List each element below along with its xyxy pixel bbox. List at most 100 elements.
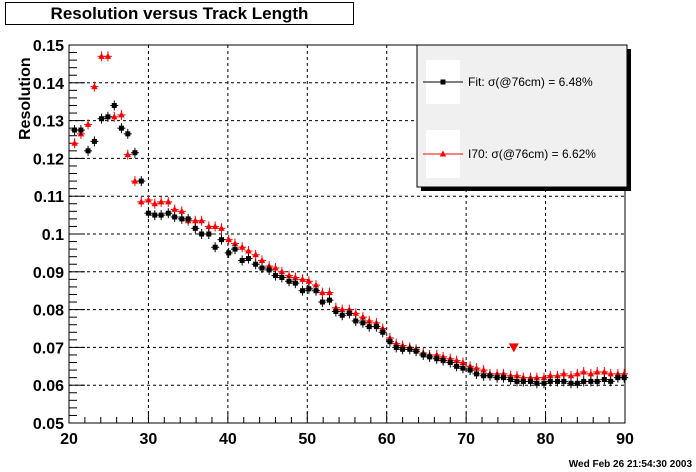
data-point [104,52,112,59]
data-point [300,288,306,294]
data-point [226,250,232,256]
data-point [84,120,92,127]
data-point [594,378,600,384]
data-point [319,289,326,296]
data-point [125,131,131,137]
data-point [380,329,386,335]
data-point [99,116,105,122]
series-fit [70,100,629,389]
data-point [286,278,292,284]
data-point [520,378,526,384]
data-point [111,113,118,120]
data-point [459,359,467,366]
data-point [118,111,125,118]
data-point [272,264,279,271]
data-point [580,368,587,375]
data-point [171,205,178,212]
y-tick-label: 0.06 [33,378,64,395]
data-point [151,200,158,207]
y-tick-label: 0.14 [33,76,64,93]
data-point [352,309,359,316]
chart-title: Resolution versus Track Length [5,2,354,25]
data-point [473,371,479,377]
data-point [198,217,205,224]
data-point [574,370,581,377]
data-point [527,378,533,384]
data-point [353,318,359,324]
data-point [615,375,621,381]
x-axis-tick-labels: 20 30 40 50 60 70 80 90 [60,431,634,448]
data-point [158,212,164,218]
data-point [313,288,319,294]
data-point [460,365,466,371]
x-tick-label: 90 [616,431,634,448]
data-point [413,348,419,354]
data-point [299,275,306,282]
data-point [138,198,145,205]
data-point [292,280,298,286]
data-point [481,373,487,379]
data-point [118,125,124,131]
data-point [85,148,91,154]
data-point [540,374,548,381]
data-point [157,198,165,205]
data-point [145,196,152,203]
data-point [454,363,460,369]
y-tick-label: 0.09 [33,265,64,282]
data-point [594,368,601,375]
data-point [480,366,487,373]
data-point [366,324,372,330]
legend: Fit: σ(@76cm) = 6.48% I70: σ(@76cm) = 6.6… [416,44,631,191]
x-tick-label: 20 [60,431,78,448]
data-point [514,378,520,384]
data-point [91,83,98,90]
data-point [554,372,561,379]
y-tick-label: 0.12 [33,151,64,168]
data-point [246,256,252,262]
data-point [105,114,111,120]
data-point [212,244,218,250]
axis-ticks [68,44,626,424]
data-point [588,378,594,384]
data-point [78,127,84,133]
data-point [366,317,373,324]
data-point [427,354,433,360]
data-point [279,274,285,280]
data-point [238,243,246,250]
y-tick-label: 0.13 [33,114,64,131]
y-tick-label: 0.07 [33,340,64,357]
data-point [434,356,440,362]
legend-marker [440,79,446,85]
data-point [581,378,587,384]
data-point [513,372,521,379]
data-point [400,346,406,352]
y-tick-label: 0.1 [42,227,64,244]
legend-marker [439,150,447,157]
legend-label: I70: σ(@76cm) = 6.62% [468,147,596,161]
data-point [554,378,560,384]
data-point [71,139,78,146]
data-point [607,370,614,377]
data-point [211,222,219,229]
x-tick-label: 80 [537,431,555,448]
data-point [178,207,185,214]
data-point [373,324,379,330]
data-point [185,216,191,222]
data-point [132,150,138,156]
timestamp: Wed Feb 26 21:54:30 2003 [568,459,692,470]
data-point [568,380,574,386]
data-point [500,375,506,381]
data-point [487,373,493,379]
reference-point-marker [508,343,519,353]
data-point [239,257,245,263]
x-tick-label: 40 [219,431,237,448]
data-point [259,265,265,271]
data-point [192,217,199,224]
data-point [98,52,105,59]
x-tick-label: 60 [378,431,396,448]
data-point [192,225,198,231]
data-point [72,127,78,133]
data-point [326,289,333,296]
y-tick-label: 0.05 [33,416,64,433]
data-point [91,138,97,144]
